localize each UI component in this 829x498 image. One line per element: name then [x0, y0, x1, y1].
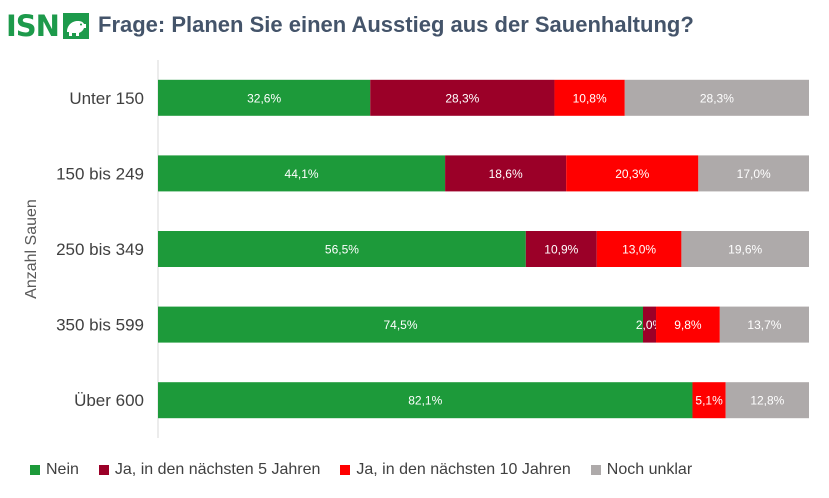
data-label: 74,5%: [383, 318, 417, 332]
legend-swatch: [340, 465, 351, 475]
bar-segment: [525, 231, 597, 267]
isn-logo: ISN: [6, 9, 89, 43]
bar-segment: [719, 306, 809, 343]
legend-swatch: [30, 465, 40, 475]
bar-segment: [681, 231, 809, 267]
bar-segment: [445, 155, 567, 192]
data-label: 9,8%: [674, 318, 702, 332]
legend-swatch: [98, 465, 109, 475]
bar-segment: [554, 79, 625, 116]
data-label: 56,5%: [325, 243, 359, 257]
bar-segment: [158, 306, 643, 343]
data-label: 20,3%: [615, 167, 649, 181]
data-label: 13,7%: [747, 318, 781, 332]
bar-segment: [642, 306, 657, 343]
data-label: 10,8%: [573, 91, 607, 105]
legend-item: Nein: [30, 461, 79, 479]
legend-label: Noch unklar: [606, 461, 693, 478]
data-label: 19,6%: [728, 243, 762, 257]
bar-segment: [656, 306, 720, 343]
bar-segment: [596, 231, 682, 267]
header: ISN Frage: Planen Sie einen Ausstieg aus…: [0, 0, 829, 52]
data-label: 32,6%: [247, 91, 281, 105]
bar-segment: [158, 382, 693, 419]
data-label: 28,3%: [700, 91, 734, 105]
category-label: Über 600: [74, 391, 144, 410]
category-label: 150 bis 249: [56, 164, 144, 183]
bar-segment: [566, 155, 699, 192]
y-axis-title: Anzahl Sauen: [23, 199, 40, 299]
data-label: 10,9%: [544, 243, 578, 257]
data-label: 5,1%: [695, 394, 723, 408]
legend-item: Ja, in den nächsten 5 Jahren: [98, 461, 321, 479]
logo-text: ISN: [6, 9, 60, 43]
category-label: 250 bis 349: [56, 240, 144, 259]
bar-segment: [158, 79, 371, 116]
bar-segment: [725, 382, 809, 419]
pig-logo-icon: [62, 13, 89, 39]
category-label: Unter 150: [69, 89, 144, 108]
legend-label: Ja, in den nächsten 10 Jahren: [356, 461, 571, 478]
legend-label: Ja, in den nächsten 5 Jahren: [114, 461, 321, 478]
data-label: 18,6%: [489, 167, 523, 181]
data-label: 82,1%: [408, 394, 442, 408]
legend-item: Ja, in den nächsten 10 Jahren: [340, 461, 571, 479]
legend-item: Noch unklar: [590, 461, 693, 479]
stacked-bar-chart: Anzahl Sauen Unter 150 32,6% 28,3% 10,8% 28,3…: [23, 60, 809, 438]
legend-label: Nein: [46, 461, 79, 478]
category-label: 350 bis 599: [56, 316, 144, 335]
data-label: 17,0%: [737, 167, 771, 181]
bar-segment: [158, 155, 446, 192]
chart-title: Frage: Planen Sie einen Ausstieg aus der…: [98, 12, 694, 37]
data-label: 44,1%: [285, 167, 319, 181]
data-label: 13,0%: [622, 243, 656, 257]
chart-legend: Nein Ja, in den nächsten 5 Jahren Ja, in d…: [30, 458, 712, 482]
bar-segment: [692, 382, 726, 419]
bar-segment: [698, 155, 809, 192]
legend-swatch: [590, 465, 601, 475]
bar-segment: [158, 231, 526, 267]
bar-segment: [624, 79, 809, 116]
bar-segment: [370, 79, 555, 116]
data-label: 28,3%: [445, 91, 479, 105]
data-label: 12,8%: [750, 394, 784, 408]
